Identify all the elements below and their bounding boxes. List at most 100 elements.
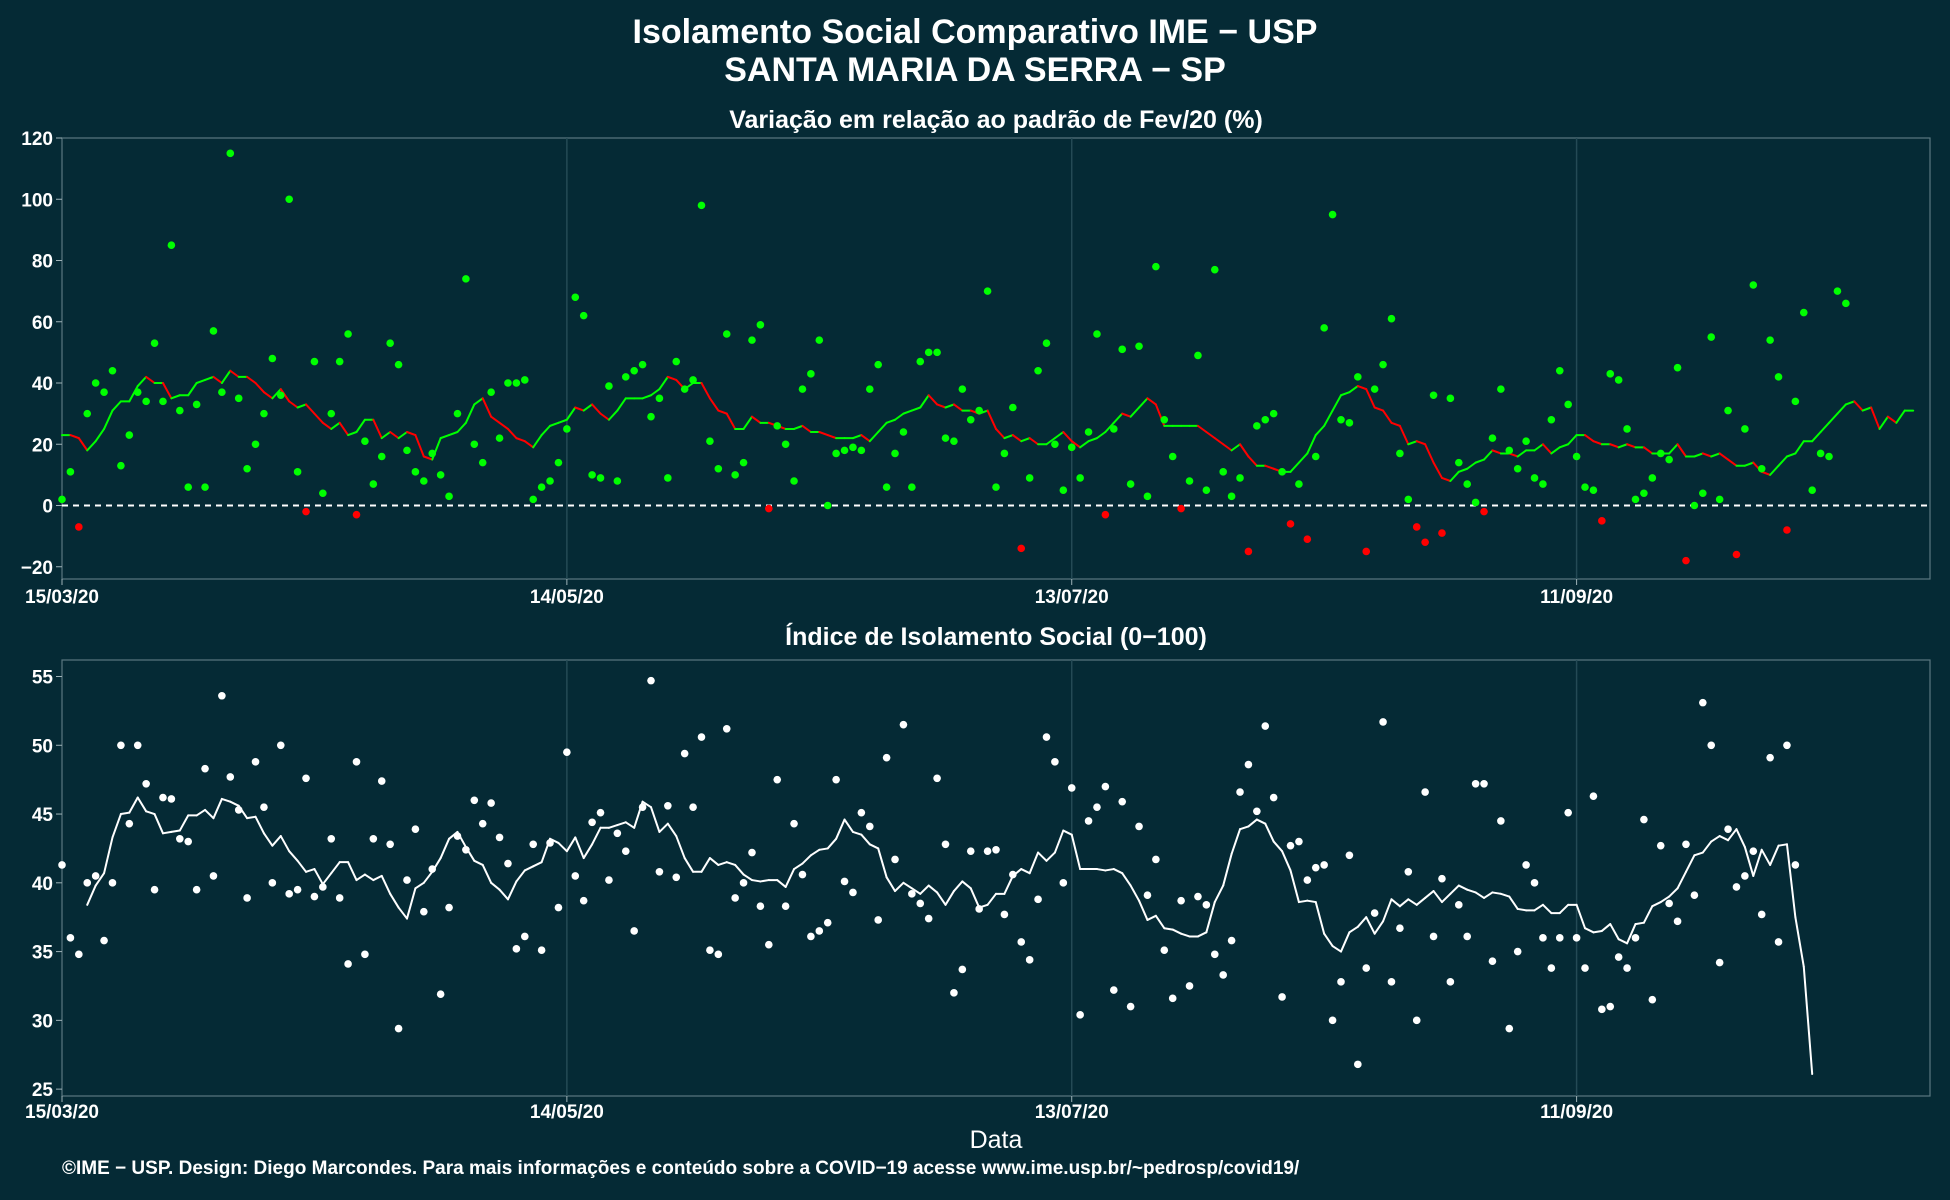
index-point [1505,1024,1514,1033]
index-point [739,879,748,887]
y-tick-label: 25 [32,1080,54,1101]
index-point [1362,964,1371,972]
variation-point [1724,406,1732,415]
moving-average-segment [860,833,871,846]
variation-point [529,495,538,504]
moving-average-segment [1239,443,1250,458]
variation-point [554,458,563,467]
moving-average-segment [759,879,770,883]
index-point [958,965,967,974]
index-point [1429,932,1438,941]
variation-point [1261,415,1270,424]
moving-average-segment [1390,421,1401,427]
moving-average-segment [683,857,695,873]
index-point [1278,993,1286,1001]
index-point [1152,855,1160,864]
moving-average-segment [1693,851,1704,857]
moving-average-segment [1255,818,1267,825]
moving-average-segment [1491,891,1502,895]
moving-average-segment [574,836,585,860]
moving-average-segment [1011,434,1023,443]
footer-credits: ©IME − USP. Design: Diego Marcondes. Par… [62,1158,1300,1179]
index-point [377,777,386,785]
moving-average-segment [296,859,308,873]
moving-average-segment [1070,440,1082,449]
moving-average-segment [220,369,232,384]
moving-average-segment [153,813,164,835]
moving-average-segment [523,865,535,872]
moving-average-segment [195,378,207,384]
variation-point [1278,468,1286,476]
index-point [706,946,714,955]
moving-average-segment [582,843,594,860]
index-point [1387,978,1396,986]
variation-point [1581,483,1589,491]
moving-average-segment [1474,891,1486,899]
index-point [908,890,916,898]
moving-average-segment [1895,409,1906,424]
moving-average-segment [1617,938,1629,945]
moving-average-segment [1171,928,1183,935]
moving-average-segment [1196,931,1208,938]
moving-average-segment [1264,464,1275,470]
moving-average-segment [952,403,964,412]
moving-average-segment [204,808,215,820]
moving-average-segment [473,859,484,866]
moving-average-segment [1213,884,1225,904]
moving-average-segment [111,400,122,412]
variation-point [1471,498,1480,507]
index-point [1699,698,1707,707]
moving-average-segment [262,832,274,847]
moving-average-segment [1306,899,1317,904]
index-point [748,848,756,857]
index-point [1253,807,1261,816]
y-tick-label: 35 [32,943,54,964]
moving-average-segment [204,375,215,381]
index-point [512,945,521,953]
variation-point [647,412,655,421]
variation-point [1168,452,1177,461]
moving-average-segment [439,837,451,860]
variation-point [1185,477,1194,485]
variation-point [1429,391,1438,400]
moving-average-segment [1466,888,1477,894]
moving-average-segment [1634,921,1645,926]
variation-point [218,388,226,396]
moving-average-segment [793,424,804,430]
variation-point [394,360,403,369]
plot-frame [61,137,1931,580]
moving-average-segment [1365,916,1376,935]
moving-average-segment [1121,412,1132,418]
variation-point [268,354,277,363]
moving-average-segment [927,394,939,406]
moving-average-segment [1339,391,1351,397]
variation-point [58,495,66,504]
moving-average-segment [750,879,762,883]
moving-average-segment [658,822,669,833]
index-point [613,829,622,838]
index-point [243,894,251,902]
moving-average-segment [549,421,560,427]
moving-average-segment [1196,424,1208,433]
moving-average-segment [1314,424,1326,437]
moving-average-segment [868,843,880,850]
moving-average-segment [161,830,173,835]
moving-average-segment [1222,443,1233,452]
variation-point [1497,385,1505,393]
index-point [924,914,933,923]
moving-average-segment [1659,895,1671,904]
moving-average-segment [919,884,930,895]
variation-point [958,385,967,393]
moving-average-segment [229,369,240,378]
variation-point [899,428,908,436]
index-point [781,902,790,910]
moving-average-segment [321,421,333,430]
moving-average-segment [136,375,148,388]
variation-point [1118,345,1127,354]
moving-average-segment [1794,916,1805,968]
variation-point [655,394,664,403]
variation-point [924,348,933,357]
moving-average-segment [338,421,350,437]
variation-point [302,507,310,516]
moving-average-segment [1701,452,1713,458]
